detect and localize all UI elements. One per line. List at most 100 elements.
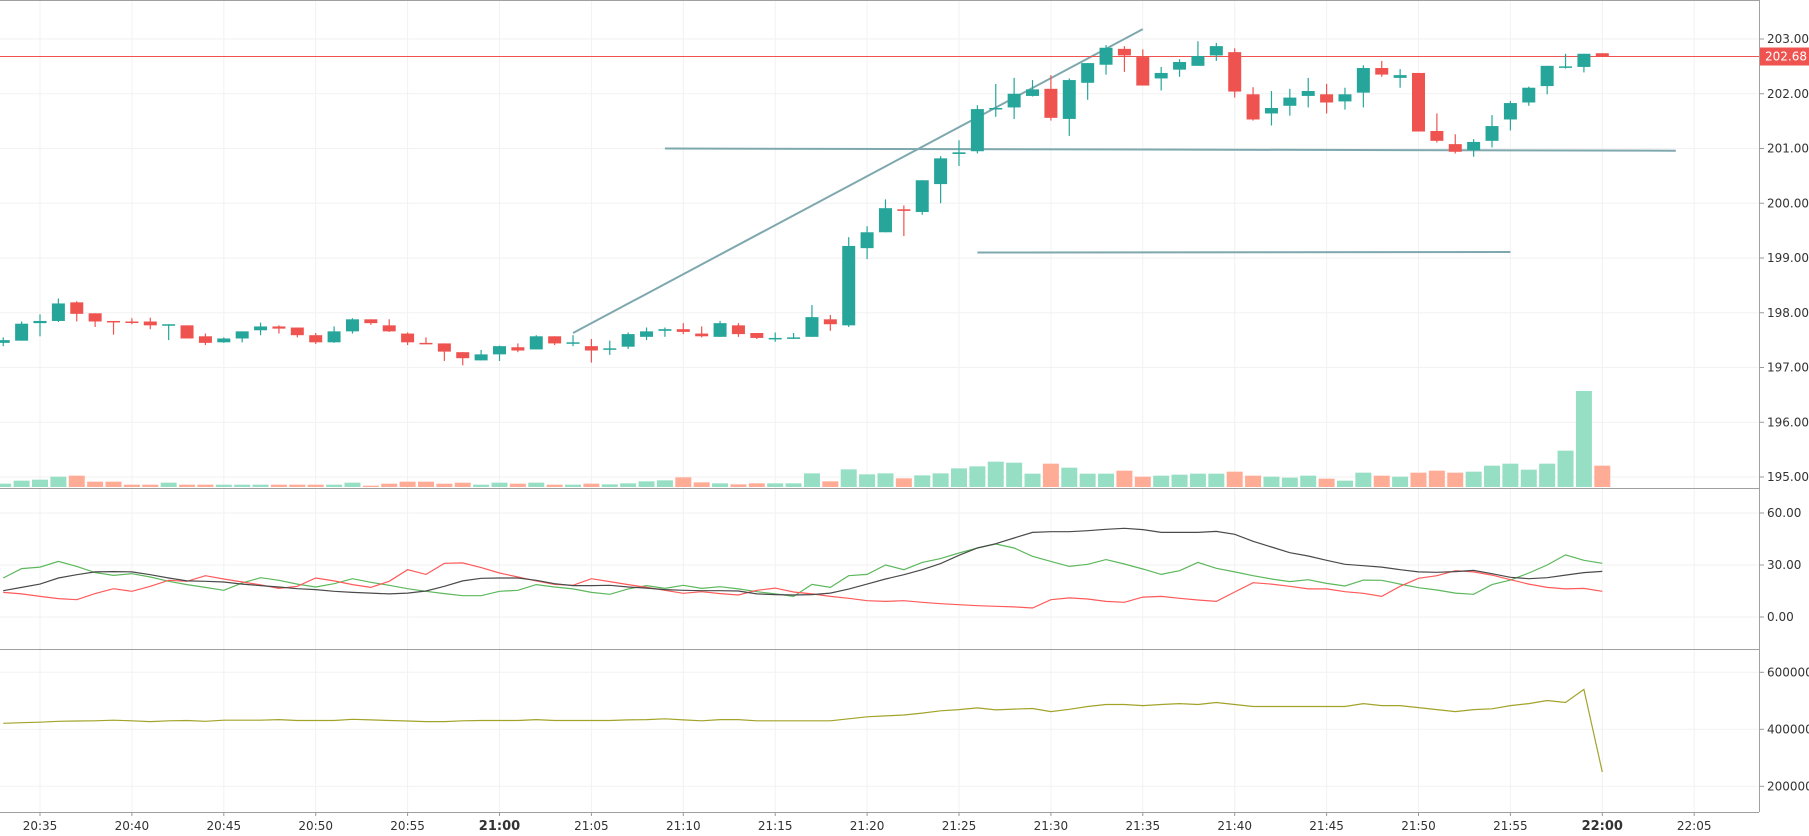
volume-bar bbox=[215, 484, 232, 487]
time-tick-label: 21:10 bbox=[666, 819, 701, 833]
candle bbox=[1559, 53, 1573, 69]
candle bbox=[382, 319, 396, 332]
candle bbox=[529, 335, 543, 350]
volume-bar bbox=[0, 483, 12, 487]
price-tick-label: 201.00 bbox=[1767, 142, 1809, 156]
volume-bar bbox=[1208, 473, 1225, 487]
volume-bar bbox=[326, 484, 343, 487]
candle-body bbox=[731, 325, 745, 335]
volume-bars bbox=[0, 391, 1611, 487]
candle bbox=[676, 323, 690, 335]
candle bbox=[640, 327, 654, 341]
volume-bar bbox=[381, 483, 398, 487]
volume-bar bbox=[932, 473, 949, 487]
candle bbox=[713, 320, 727, 337]
drawing-tools[interactable] bbox=[572, 28, 1676, 334]
candle-body bbox=[897, 209, 911, 211]
volume-bar bbox=[68, 475, 85, 487]
horizontal-ray[interactable] bbox=[664, 147, 1676, 152]
candle-body bbox=[456, 352, 470, 359]
candle bbox=[1540, 65, 1554, 95]
candle-body bbox=[1228, 52, 1242, 92]
indicator-tick-label: 4000000 bbox=[1767, 722, 1809, 736]
volume-bar bbox=[1263, 476, 1280, 487]
candle bbox=[1209, 42, 1223, 61]
candle-body bbox=[1412, 72, 1425, 132]
time-scale[interactable]: 20:35 20:40 20:45 20:50 20:55 21:00 21:05 21:10… bbox=[23, 812, 1712, 834]
time-tick-label: 21:15 bbox=[758, 819, 793, 833]
candle bbox=[621, 332, 635, 349]
price-scale[interactable]: 203.00 202.00 201.00 200.00 199.00 198.00 197.… bbox=[1759, 32, 1809, 793]
time-tick-label: 20:35 bbox=[23, 819, 58, 833]
candle bbox=[658, 327, 672, 337]
candle-body bbox=[952, 152, 966, 154]
time-tick-label: 20:50 bbox=[298, 819, 333, 833]
candle-body bbox=[217, 338, 231, 343]
volume-bar bbox=[1502, 463, 1519, 487]
volume-bar bbox=[1134, 476, 1151, 487]
candle-body bbox=[1007, 93, 1021, 108]
candle bbox=[272, 325, 286, 334]
volume-bar bbox=[1061, 467, 1078, 487]
candle-body bbox=[1136, 57, 1150, 86]
volume-bar bbox=[1594, 465, 1611, 487]
candle bbox=[401, 332, 415, 346]
candle bbox=[1467, 139, 1481, 157]
time-tick-label: 22:05 bbox=[1677, 819, 1712, 833]
volume-bar bbox=[179, 484, 196, 487]
price-tick-label: 200.00 bbox=[1767, 196, 1809, 210]
candle bbox=[823, 314, 837, 331]
volume-bar bbox=[473, 484, 490, 487]
dmi-tick-label: 30.00 bbox=[1767, 558, 1801, 572]
volume-bar bbox=[399, 481, 416, 487]
candle bbox=[1099, 45, 1113, 75]
candle-body bbox=[768, 337, 782, 340]
candle-body bbox=[1283, 97, 1297, 106]
volume-bar bbox=[197, 484, 214, 487]
candle-body bbox=[198, 336, 212, 343]
volume-bar bbox=[1098, 473, 1115, 487]
volume-bar bbox=[1281, 477, 1298, 487]
trend-line[interactable] bbox=[572, 28, 1144, 334]
indicator-tick-label: 6000000 bbox=[1767, 665, 1809, 679]
horizontal-ray[interactable] bbox=[977, 250, 1511, 254]
candle bbox=[107, 320, 121, 335]
volume-bar bbox=[454, 482, 471, 487]
candle bbox=[952, 140, 966, 167]
candle bbox=[897, 205, 911, 237]
candle bbox=[309, 333, 323, 344]
candle-body bbox=[1503, 103, 1517, 120]
volume-bar bbox=[987, 461, 1004, 487]
price-tick-label: 199.00 bbox=[1767, 251, 1809, 265]
candle-body bbox=[1356, 68, 1370, 93]
candle-body bbox=[437, 343, 451, 352]
candle-body bbox=[989, 107, 1003, 110]
volume-bar bbox=[583, 483, 600, 487]
candle-body bbox=[345, 319, 359, 332]
volume-bar bbox=[546, 484, 563, 487]
candle-body bbox=[107, 320, 121, 323]
volume-bar bbox=[87, 481, 104, 487]
candle-body bbox=[1154, 72, 1168, 79]
candle-body bbox=[1264, 107, 1278, 114]
candle bbox=[695, 326, 709, 338]
candle-body bbox=[1559, 66, 1573, 68]
last-price-label: 202.68 bbox=[1765, 50, 1807, 64]
candle-body bbox=[474, 354, 488, 361]
time-tick-label: 21:20 bbox=[850, 819, 885, 833]
price-tick-label: 195.00 bbox=[1767, 470, 1809, 484]
candlestick-series bbox=[0, 41, 1759, 366]
candle-body bbox=[695, 333, 709, 337]
candle bbox=[1338, 87, 1352, 110]
candle-body bbox=[1191, 55, 1205, 66]
candle bbox=[1595, 53, 1609, 57]
volume-bar bbox=[32, 479, 48, 487]
volume-bar bbox=[785, 483, 802, 487]
candle-body bbox=[1448, 144, 1462, 152]
candle-body bbox=[1577, 53, 1591, 67]
volume-bar bbox=[491, 482, 508, 487]
candle-body bbox=[676, 329, 690, 332]
volume-bar bbox=[307, 484, 324, 487]
volume-bar bbox=[1318, 478, 1335, 487]
